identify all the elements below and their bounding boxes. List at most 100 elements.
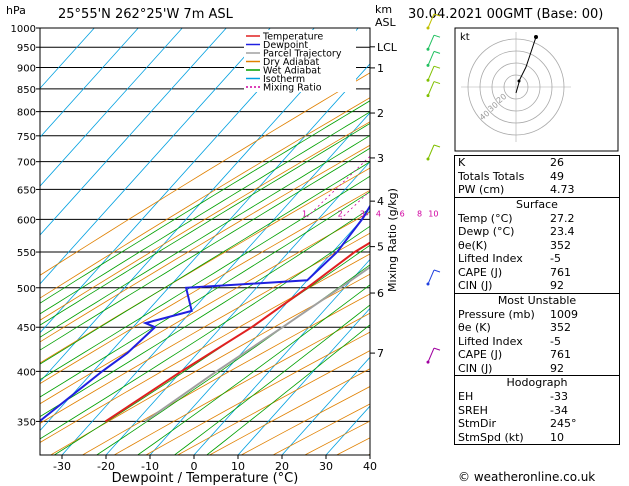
mixing-ratio-label: 10 <box>428 209 438 218</box>
pressure-tick-label: 850 <box>17 85 36 96</box>
x-axis-label: Dewpoint / Temperature (°C) <box>112 471 299 486</box>
legend-label: Wet Adiabat <box>263 66 321 77</box>
wet-adiabat-line <box>40 147 370 351</box>
indices-label: Totals Totals <box>458 169 525 183</box>
location-title: 25°55'N 262°25'W 7m ASL <box>58 7 233 22</box>
surface-row: Temp (°C) 27.2 <box>455 212 619 226</box>
wind-barb <box>433 269 441 273</box>
surface-row: CIN (J) 92 <box>455 279 619 293</box>
most-unstable-title: Most Unstable <box>497 293 577 307</box>
dry-adiabat-line <box>40 167 370 364</box>
indices-value: 49 <box>550 169 564 183</box>
surface-row: CAPE (J) 761 <box>455 266 619 280</box>
wet-adiabat-line <box>40 111 370 315</box>
wind-barb <box>433 144 441 148</box>
most_unstable-row: CAPE (J) 761 <box>455 348 619 362</box>
pressure-tick-label: 650 <box>17 185 36 196</box>
most_unstable-label: Lifted Index <box>458 334 523 348</box>
isotherm-line <box>40 28 271 285</box>
wind-barb <box>427 65 435 81</box>
dry-adiabat-line <box>145 331 370 455</box>
pressure-tick-label: 750 <box>17 132 36 143</box>
isotherm-line <box>281 356 370 455</box>
temperature-tick-label: -20 <box>97 460 115 473</box>
temperature-line <box>104 241 370 423</box>
most_unstable-label: CAPE (J) <box>458 348 503 361</box>
most_unstable-value: 1009 <box>550 307 578 321</box>
wind-barb <box>433 50 441 54</box>
most_unstable-value: -5 <box>550 334 561 348</box>
wind-barb-point <box>426 360 430 364</box>
hodo_table-value: -33 <box>550 390 568 403</box>
wet-adiabat-line <box>137 284 370 455</box>
indices-row: PW (cm) 4.73 <box>455 183 619 197</box>
hodo_table-row: StmSpd (kt) 10 <box>455 431 619 445</box>
hodograph-frame <box>454 27 619 152</box>
height-tick-label: 7 <box>377 347 384 360</box>
temperature-tick-label: 0 <box>191 460 198 473</box>
surface-row: Dewp (°C) 23.4 <box>455 225 619 239</box>
surface-row: Lifted Index -5 <box>455 252 619 266</box>
legend-label: Isotherm <box>263 74 305 85</box>
dry-adiabat-line <box>82 293 370 455</box>
indices-value: 4.73 <box>550 183 575 196</box>
wet-adiabat-line <box>40 100 370 304</box>
isotherm-line <box>105 161 370 455</box>
wind-barb <box>427 269 435 285</box>
mixing-ratio-label: 1 <box>302 209 307 218</box>
pressure-tick-label: 550 <box>17 248 36 259</box>
hodo_table-value: -34 <box>550 403 568 417</box>
most_unstable-row: θe (K) 352 <box>455 321 619 335</box>
pressure-tick-label: 900 <box>17 63 36 74</box>
dry-adiabat-line <box>40 121 370 321</box>
indices-label: PW (cm) <box>458 183 505 196</box>
isotherm-line <box>149 209 370 455</box>
isotherm-line <box>61 112 370 455</box>
wind-barb <box>433 347 441 351</box>
wet-adiabat-line <box>174 304 370 455</box>
height-tick-label: 1 <box>377 62 384 75</box>
wind-barb <box>427 347 435 363</box>
isotherm-line <box>40 28 183 187</box>
dry-adiabat-line <box>40 189 370 385</box>
temperature-tick-label: -30 <box>53 460 71 473</box>
pressure-tick-label: 1000 <box>11 24 36 35</box>
legend-label: Dry Adiabat <box>263 57 320 68</box>
dry-adiabat-line <box>40 97 370 299</box>
hodograph-title: Hodograph <box>506 376 568 389</box>
pressure-tick-label: 500 <box>17 284 36 295</box>
dry-adiabat-line <box>40 211 370 405</box>
surface-value: 92 <box>550 279 564 292</box>
isotherm-line <box>40 28 227 236</box>
hodo_table-row: EH -33 <box>455 390 619 404</box>
wet-adiabat-line <box>40 135 370 338</box>
plot-frame <box>39 27 371 456</box>
wet-adiabat-line <box>40 122 370 326</box>
wind-barb <box>427 51 435 66</box>
height-tick-label: 5 <box>377 241 384 254</box>
mixing-ratio-axis-label: Mixing Ratio (g/kg) <box>386 188 399 292</box>
isotherm-line <box>40 28 359 383</box>
dry-adiabat-line <box>50 273 370 455</box>
wet-adiabat-line <box>40 225 370 440</box>
wind-barb <box>427 81 435 96</box>
surface-value: -5 <box>550 252 561 265</box>
hodograph-point <box>517 79 521 83</box>
wet-adiabat-line <box>40 208 370 418</box>
wind-barb <box>433 34 441 38</box>
asl-label: ASL <box>375 16 396 29</box>
most_unstable-label: CIN (J) <box>458 361 493 375</box>
most_unstable-row: Lifted Index -5 <box>455 335 619 349</box>
surface-value: 23.4 <box>550 225 575 238</box>
stats-table: K 26 Totals Totals 49 PW (cm) 4.73 Surface Te… <box>454 155 620 445</box>
dry-adiabat-line <box>40 253 370 443</box>
hodo_table-value: 10 <box>550 430 564 444</box>
height-tick-label: 6 <box>377 287 384 300</box>
most_unstable-label: θe (K) <box>458 321 491 334</box>
surface-value: 352 <box>550 238 571 252</box>
copyright-text: © weatheronline.co.uk <box>458 470 596 484</box>
surface-label: θe(K) <box>458 238 488 252</box>
mixing-ratio-label: 6 <box>400 209 405 218</box>
wind-barb <box>427 13 435 29</box>
